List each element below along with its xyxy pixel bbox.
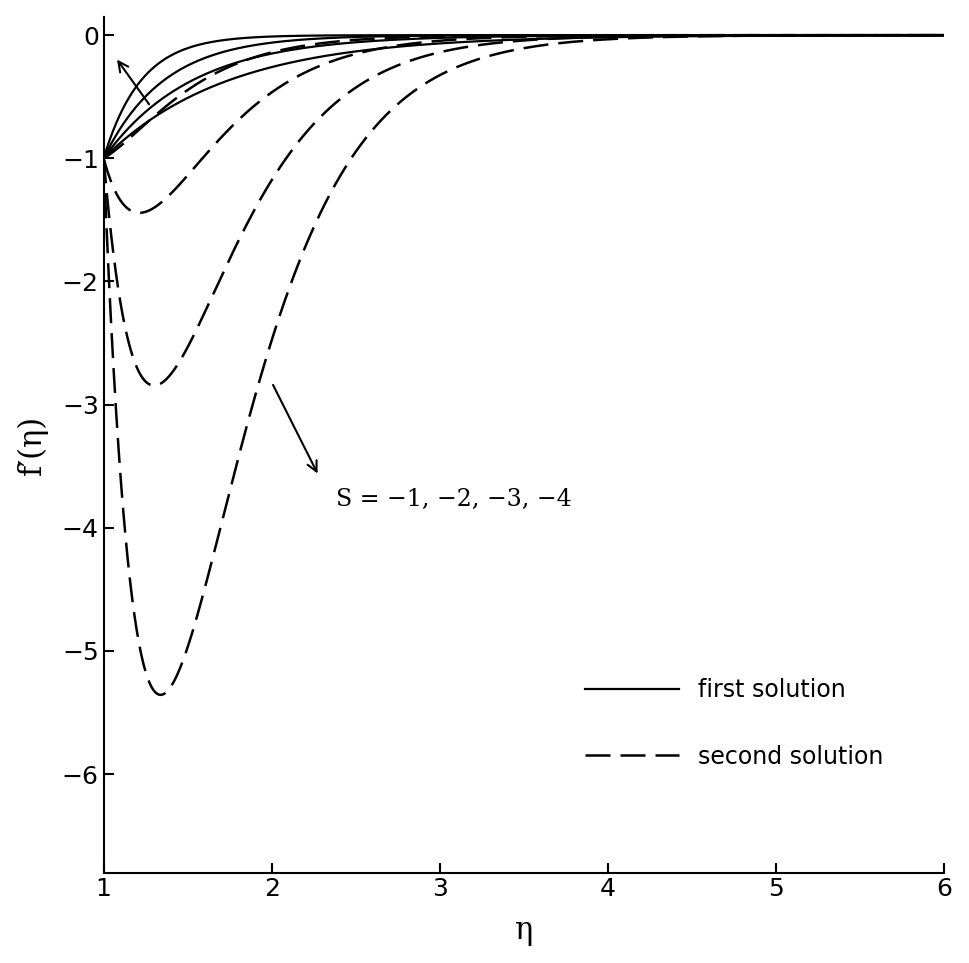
Legend: first solution, second solution: first solution, second solution	[561, 655, 907, 793]
Y-axis label: f′(η): f′(η)	[16, 414, 47, 475]
Text: S = −1, −2, −3, −4: S = −1, −2, −3, −4	[335, 487, 572, 510]
X-axis label: η: η	[515, 916, 533, 947]
